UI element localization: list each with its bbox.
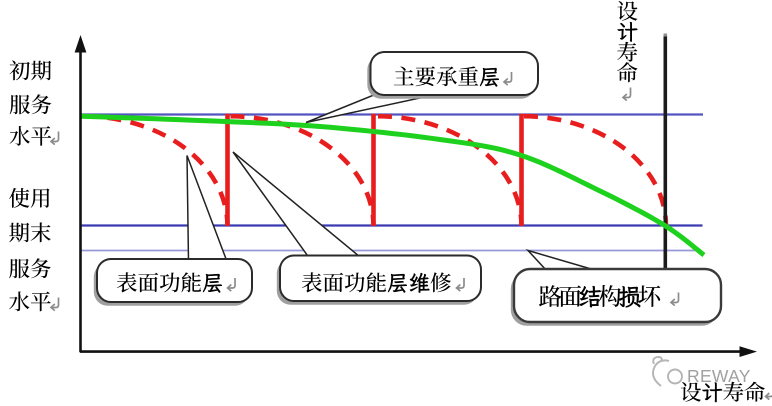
svg-text:REWAY: REWAY xyxy=(687,366,751,386)
